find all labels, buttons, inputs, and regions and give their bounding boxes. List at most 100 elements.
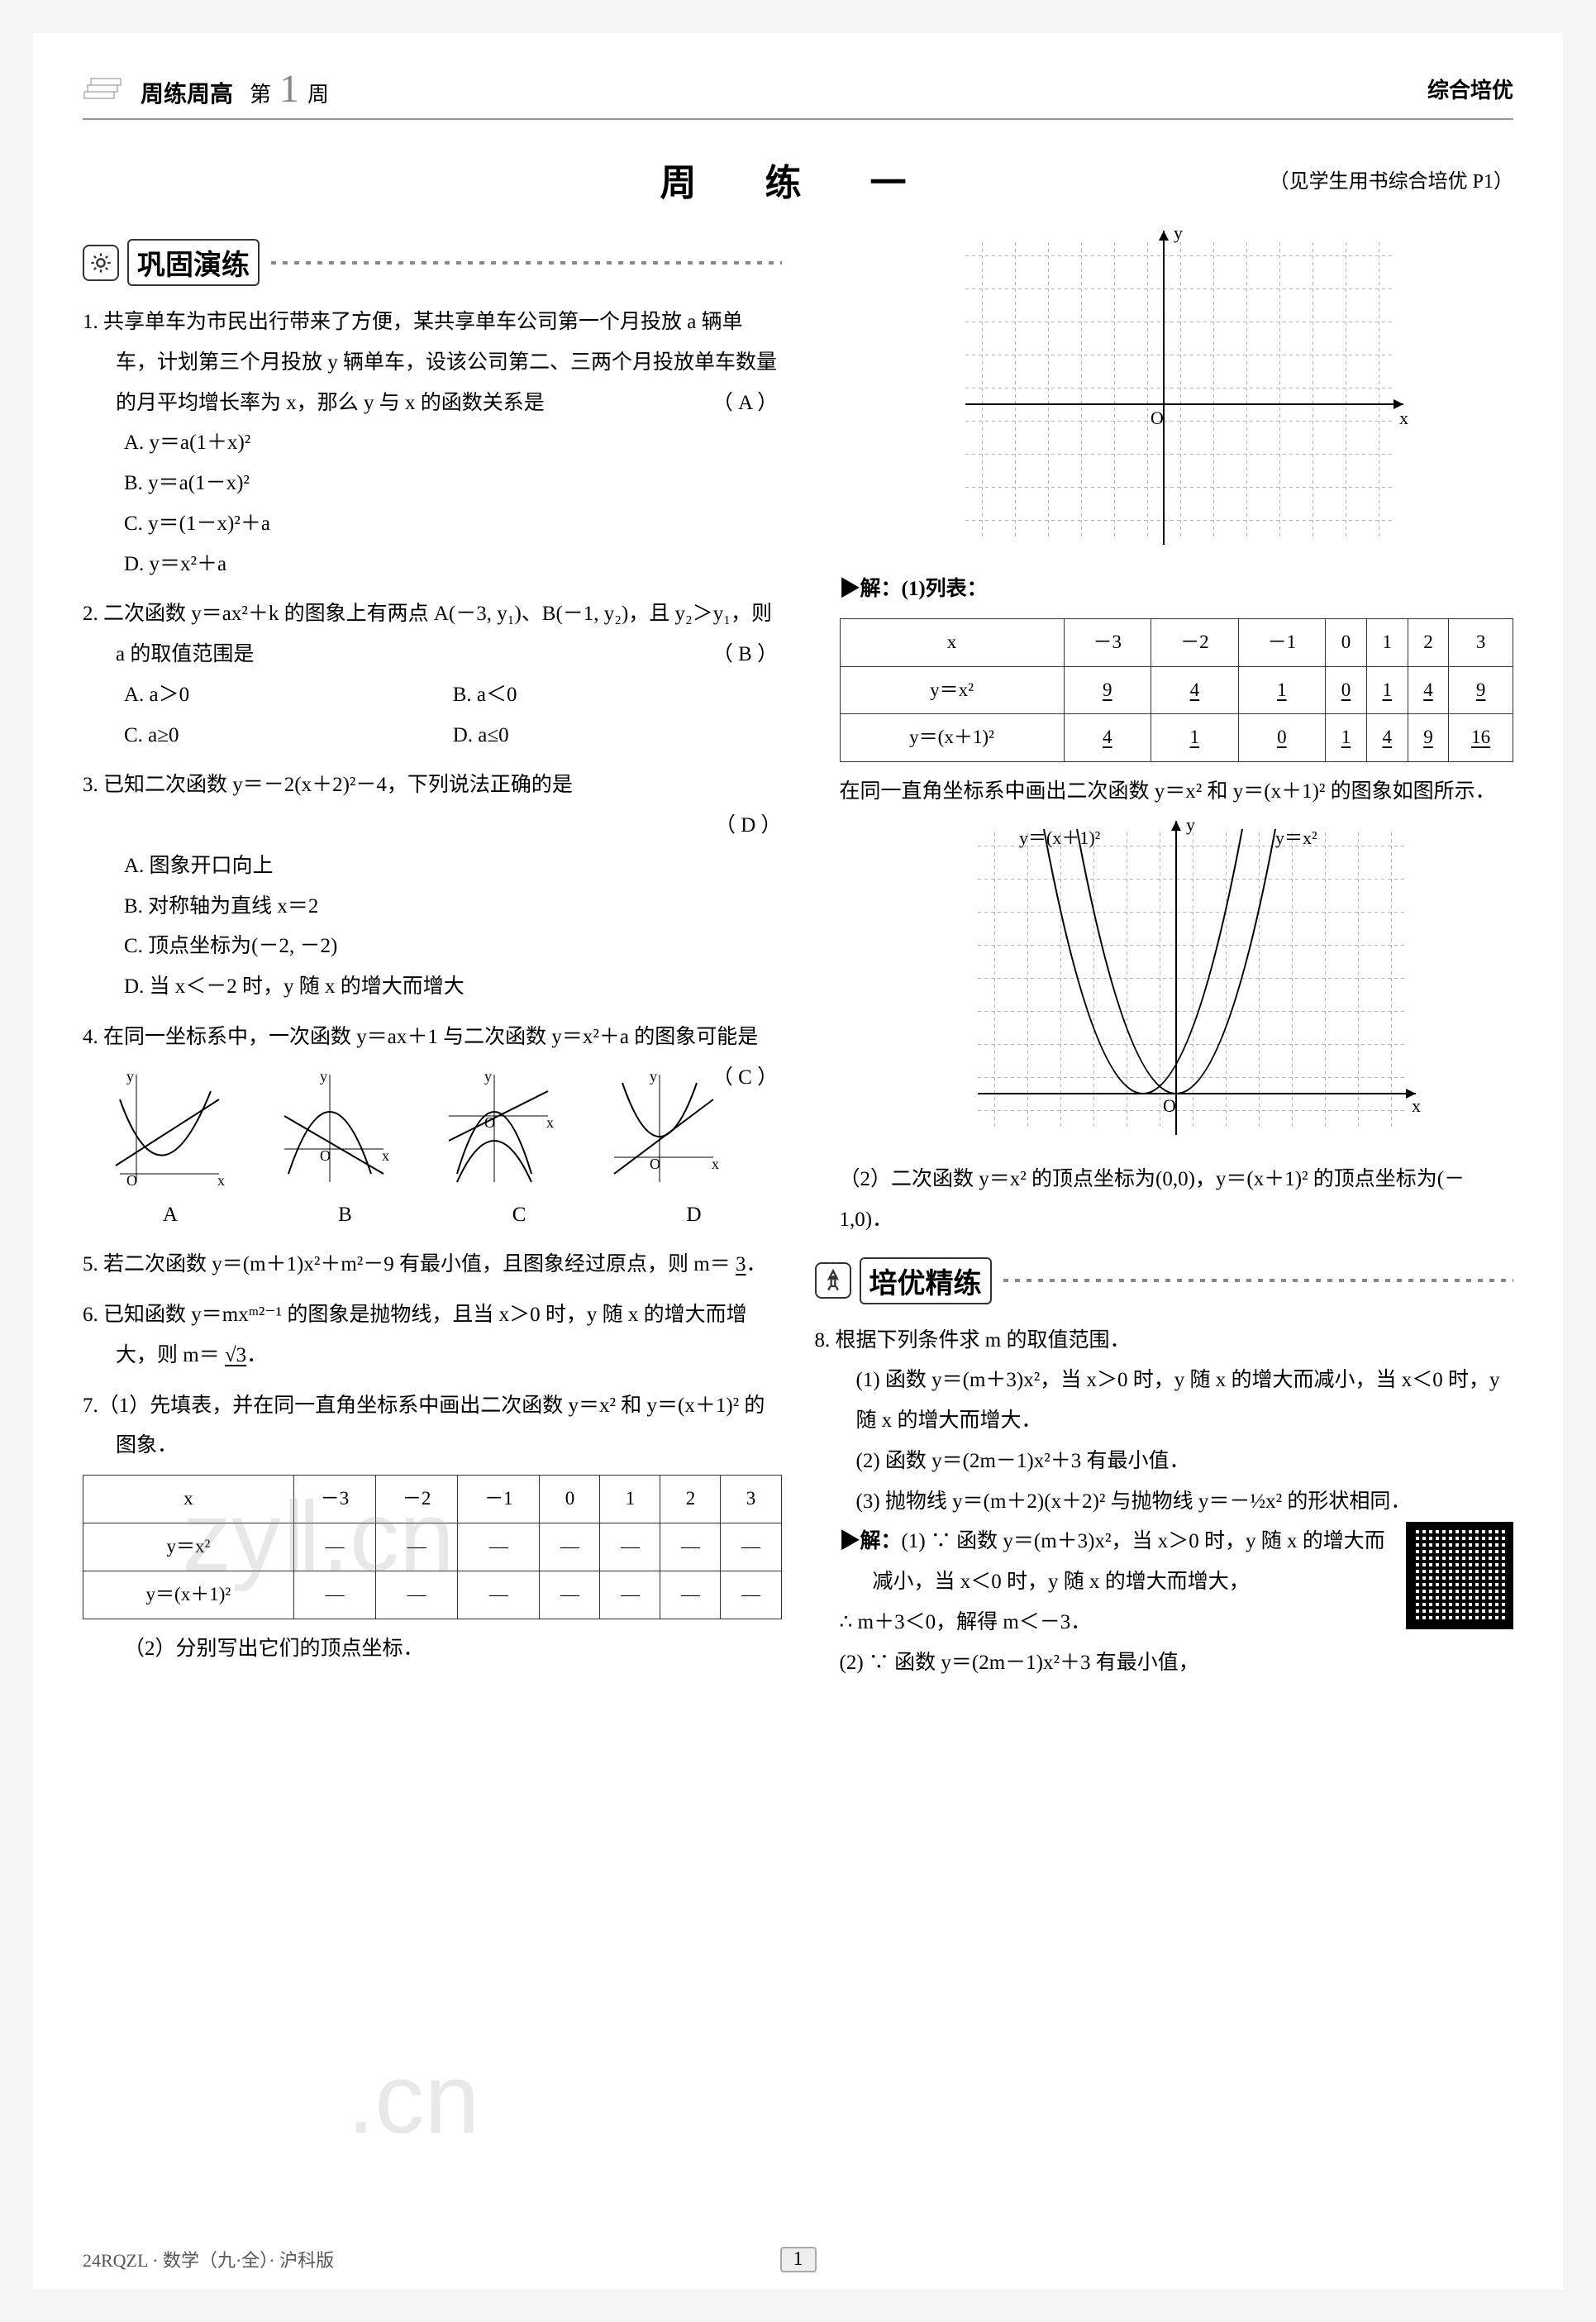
week-suffix: 周 <box>307 83 329 107</box>
series-title: 周练周高 <box>141 76 233 109</box>
q2-answer: （ B ） <box>742 635 782 675</box>
cell: — <box>721 1523 781 1571</box>
blank-grid: x y O <box>916 222 1412 570</box>
q7-table: x －3 －2 －1 0 1 2 3 y＝x² ——————— y＝(x <box>83 1475 782 1619</box>
solution-7: ▶解：(1)列表： x －3－2－10123 y＝x² 9410149 y＝(x… <box>815 570 1514 1241</box>
q2-opt-b: B. a＜0 <box>453 675 782 716</box>
cell: 4 <box>1408 666 1449 714</box>
cell: 1 <box>1366 666 1408 714</box>
week-indicator: 第 1 周 <box>250 66 329 112</box>
cell: 2 <box>1408 618 1449 666</box>
origin-label: O <box>1151 408 1164 428</box>
q1-opt-c: C. y＝(1－x)²＋a <box>124 504 782 545</box>
q7-h1: －3 <box>293 1476 375 1523</box>
q2-opt-a: A. a＞0 <box>124 675 453 716</box>
q3-opt-b: B. 对称轴为直线 x＝2 <box>124 887 782 927</box>
y-label: y <box>1174 222 1183 243</box>
sol7-table: x －3－2－10123 y＝x² 9410149 y＝(x＋1)² 41014… <box>840 618 1514 763</box>
title-row: 周 练 一 （见学生用书综合培优 P1） <box>83 153 1513 206</box>
svg-text:x: x <box>382 1147 389 1164</box>
q7-h0: x <box>83 1476 294 1523</box>
svg-text:y: y <box>126 1068 134 1085</box>
svg-text:y: y <box>484 1068 492 1085</box>
cell: — <box>660 1523 721 1571</box>
question-1: 1. 共享单车为市民出行带来了方便，某共享单车公司第一个月投放 a 辆单车，计划… <box>83 303 782 584</box>
svg-text:y: y <box>1186 814 1195 835</box>
curve-right-label: y＝x² <box>1275 827 1317 848</box>
question-8: 8. 根据下列条件求 m 的取值范围． (1) 函数 y＝(m＋3)x²，当 x… <box>815 1321 1514 1684</box>
question-5: 5. 若二次函数 y＝(m＋1)x²＋m²－9 有最小值，且图象经过原点，则 m… <box>83 1245 782 1285</box>
q4-stem: 4. 在同一坐标系中，一次函数 y＝ax＋1 与二次函数 y＝x²＋a 的图象可… <box>83 1026 758 1048</box>
cell: －1 <box>1238 618 1326 666</box>
table-row: y＝x² ——————— <box>83 1523 782 1571</box>
week-number: 1 <box>279 67 299 111</box>
q4-lbl-b: B <box>338 1195 352 1236</box>
gear-icon <box>83 245 119 281</box>
q4-thumb-labels: A B C D <box>83 1195 782 1236</box>
cell: — <box>721 1571 781 1619</box>
cell: 1 <box>1151 714 1239 762</box>
table-row: y＝(x＋1)² ——————— <box>83 1571 782 1619</box>
thumb-a: xyO <box>103 1066 227 1190</box>
right-column: x y O ▶解：(1)列表： x －3－2－10123 y＝x² 941014… <box>815 222 1514 1693</box>
section-consolidation: 巩固演练 <box>83 239 782 286</box>
svg-text:O: O <box>320 1147 331 1164</box>
cell: — <box>376 1523 458 1571</box>
cell: — <box>458 1523 540 1571</box>
left-column: 巩固演练 1. 共享单车为市民出行带来了方便，某共享单车公司第一个月投放 a 辆… <box>83 222 782 1693</box>
svg-text:x: x <box>546 1114 554 1131</box>
cell: — <box>600 1571 660 1619</box>
stripe-decor <box>1003 1279 1514 1282</box>
q4-lbl-c: C <box>512 1195 526 1236</box>
cell: x <box>840 618 1064 666</box>
header-right: 综合培优 <box>1427 74 1513 104</box>
cell: 1 <box>1366 618 1408 666</box>
thumb-d: xyO <box>598 1066 722 1190</box>
cell: －2 <box>1151 618 1239 666</box>
q7-h2: －2 <box>376 1476 458 1523</box>
svg-text:x: x <box>1412 1095 1421 1116</box>
q6-pre: 6. 已知函数 y＝mxᵐ²⁻¹ 的图象是抛物线，且当 x＞0 时，y 随 x … <box>83 1304 747 1366</box>
q8-stem: 8. 根据下列条件求 m 的取值范围． <box>815 1321 1514 1361</box>
rocket-icon <box>815 1262 851 1299</box>
stripe-decor <box>271 261 782 265</box>
cell: 1 <box>1326 714 1367 762</box>
question-4: 4. 在同一坐标系中，一次函数 y＝ax＋1 与二次函数 y＝x²＋a 的图象可… <box>83 1018 782 1236</box>
q2-opt-d: D. a≤0 <box>453 716 782 756</box>
svg-text:x: x <box>712 1156 719 1172</box>
q7-stem: 7.（1）先填表，并在同一直角坐标系中画出二次函数 y＝x² 和 y＝(x＋1)… <box>83 1386 782 1467</box>
q7-h4: 0 <box>540 1476 600 1523</box>
sol7-label: ▶解：(1)列表： <box>840 578 988 600</box>
cell: 1 <box>1238 666 1326 714</box>
q2-opt-c: C. a≥0 <box>124 716 453 756</box>
thumb-b: xyO <box>268 1066 392 1190</box>
page: 周练周高 第 1 周 综合培优 周 练 一 （见学生用书综合培优 P1） 巩固演… <box>33 33 1563 2289</box>
q8-p2: (2) 函数 y＝(2m－1)x²＋3 有最小值． <box>856 1442 1514 1482</box>
svg-text:O: O <box>126 1172 137 1189</box>
cell: 3 <box>1449 618 1513 666</box>
q4-lbl-d: D <box>686 1195 701 1236</box>
table-row: x －3 －2 －1 0 1 2 3 <box>83 1476 782 1523</box>
q1-opt-d: D. y＝x²＋a <box>124 545 782 585</box>
sol7-text2: （2）二次函数 y＝x² 的顶点坐标为(0,0)，y＝(x＋1)² 的顶点坐标为… <box>840 1160 1514 1241</box>
q8-p3: (3) 抛物线 y＝(m＋2)(x＋2)² 与抛物线 y＝－½x² 的形状相同． <box>856 1482 1514 1523</box>
q7-h7: 3 <box>721 1476 781 1523</box>
section-enhancement: 培优精练 <box>815 1257 1514 1304</box>
cell: 9 <box>1064 666 1151 714</box>
footer-code: 24RQZL · 数学（九·全）· 沪科版 <box>83 2246 334 2272</box>
q7-r2l: y＝(x＋1)² <box>83 1571 294 1619</box>
week-prefix: 第 <box>250 83 271 107</box>
q8-s1a: (1) ∵ 函数 y＝(m＋3)x²，当 x＞0 时，y 随 x 的增大而减小，… <box>873 1530 1385 1593</box>
q8-s2: (2) ∵ 函数 y＝(2m－1)x²＋3 有最小值， <box>840 1643 1514 1684</box>
q7-h3: －1 <box>458 1476 540 1523</box>
cell: 0 <box>1238 714 1326 762</box>
parabola-graph: x y O y＝(x＋1)² y＝x² <box>928 813 1424 1160</box>
cell: 16 <box>1449 714 1513 762</box>
q4-lbl-a: A <box>163 1195 178 1236</box>
cell: — <box>540 1523 600 1571</box>
cell: 4 <box>1366 714 1408 762</box>
two-column-layout: 巩固演练 1. 共享单车为市民出行带来了方便，某共享单车公司第一个月投放 a 辆… <box>83 222 1513 1693</box>
question-2: 2. 二次函数 y＝ax²＋k 的图象上有两点 A(－3, y₁)、B(－1, … <box>83 594 782 756</box>
q6-answer: √3 <box>225 1344 246 1366</box>
cell: — <box>293 1523 375 1571</box>
